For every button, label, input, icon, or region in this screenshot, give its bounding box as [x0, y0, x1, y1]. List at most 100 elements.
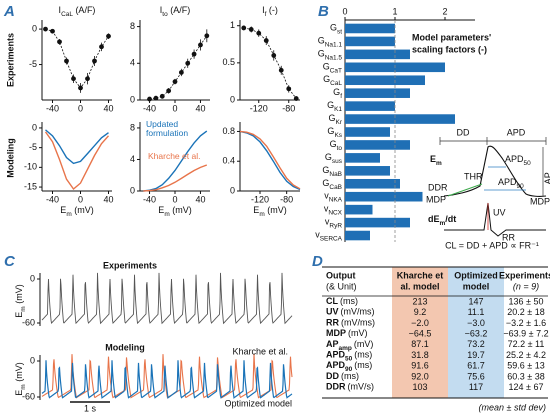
table-cell: 25.2 ± 4.2	[506, 350, 546, 360]
data-point	[204, 33, 210, 39]
data-point	[57, 39, 62, 45]
bar	[345, 88, 410, 98]
text-part: v	[324, 191, 329, 201]
y-tick-label: 0.4	[222, 156, 235, 166]
text-part: Na1.5	[325, 55, 343, 62]
text-part: AP	[543, 172, 550, 184]
text-part: amp	[339, 345, 352, 352]
x-axis-label: Em (mV)	[158, 205, 191, 218]
text-part: CaB	[329, 184, 342, 191]
text-part: G	[318, 36, 325, 46]
table-cell: 11.1	[468, 307, 485, 317]
x-tick-label: -80	[282, 103, 295, 113]
x-tick-label: 0	[342, 6, 347, 16]
category-label: GNaB	[322, 165, 342, 178]
text-part: dE	[428, 214, 440, 224]
series-label-box: Kharche et al.	[148, 152, 200, 161]
text-part: NCX	[328, 210, 342, 217]
text-part: RyR	[329, 223, 342, 230]
y-tick-label: 0	[130, 94, 135, 104]
text-part: (A/F)	[73, 5, 96, 15]
formula-label: CL = DD + APD ∝ FR⁻¹	[445, 240, 539, 250]
bar	[345, 114, 455, 124]
panel-label: C	[4, 253, 16, 270]
text-part: I	[160, 5, 163, 15]
text-part: m	[164, 211, 169, 218]
text-part: (mV)	[14, 362, 24, 384]
data-point	[92, 58, 97, 64]
text-part: v	[324, 204, 329, 214]
text-part: to	[337, 145, 343, 152]
data-point	[153, 95, 159, 101]
data-point	[278, 67, 284, 73]
chart-title: Ito (A/F)	[160, 5, 190, 18]
text-part: Ks	[334, 132, 342, 139]
x-tick-label: -40	[143, 103, 156, 113]
series-line	[239, 130, 301, 191]
x-tick-label: 40	[103, 103, 113, 113]
text-part: APD	[326, 361, 346, 371]
text-part: APD	[498, 177, 517, 187]
table-header: Output	[326, 270, 356, 280]
apd90-label: APD90	[498, 177, 524, 190]
mdp-label: MDP	[426, 194, 446, 204]
table-cell: 60.3 ± 38	[507, 371, 544, 381]
row-unit: (mV)	[348, 328, 368, 338]
text-part: (mV)	[14, 284, 24, 306]
text-part: Na1.1	[325, 42, 343, 49]
row-unit: (mV/ms)	[341, 318, 375, 328]
table-cell: 20.2 ± 18	[507, 307, 544, 317]
y-tick-label: 4	[130, 58, 135, 68]
category-label: GKs	[327, 126, 342, 139]
text-part: E	[14, 390, 24, 396]
y-tick-label: 0	[30, 273, 35, 283]
table-header: Kharche et	[397, 270, 444, 280]
bar	[345, 191, 423, 202]
series-label-box: Updated formulation	[146, 120, 188, 138]
data-point	[248, 27, 254, 32]
data-point	[185, 60, 191, 66]
x-tick-label: 40	[195, 103, 205, 113]
text-part: G	[322, 165, 329, 175]
text-part: G	[323, 75, 330, 85]
text-part: m	[440, 220, 446, 227]
row-name: APamp (mV)	[326, 339, 373, 352]
trace-title: Modeling	[105, 342, 145, 352]
data-point	[147, 96, 152, 102]
bar	[345, 23, 395, 34]
y-tick-label: 1	[230, 20, 235, 30]
text-part: f	[340, 93, 342, 100]
table-cell: −3.0	[467, 318, 485, 328]
text-part: G	[318, 49, 325, 59]
bar	[345, 178, 400, 189]
rr-label: RR	[502, 232, 515, 242]
category-label: vRyR	[325, 217, 342, 230]
panel-label: D	[312, 253, 323, 270]
text-part: I	[262, 5, 265, 15]
text-part: E	[253, 205, 259, 215]
x-tick-label: 0	[78, 103, 83, 113]
table-header: Experiments	[499, 270, 550, 280]
y-tick-label: 0	[30, 355, 35, 365]
row-name: MDP (mV)	[326, 328, 368, 338]
row-label: APD50	[326, 350, 353, 363]
row-unit: (ms)	[354, 350, 372, 360]
category-label: Gto	[330, 139, 343, 152]
x-tick-label: 40	[103, 194, 113, 204]
text-part: 50	[345, 356, 353, 363]
table-cell: 75.6	[467, 371, 485, 381]
text-part: E	[14, 312, 24, 318]
row-name: DDR (mV/s)	[326, 382, 374, 392]
chart-title: Model parameters'	[412, 32, 491, 42]
row-name: DD (ms)	[326, 371, 359, 381]
data-point	[286, 86, 292, 92]
category-label: vSERCA	[315, 230, 342, 243]
table-cell: −3.2 ± 1.6	[506, 318, 546, 328]
category-label: Gsus	[325, 152, 342, 165]
text-part: Kr	[336, 119, 343, 126]
table-cell: 91.6	[411, 361, 429, 371]
bar	[345, 217, 410, 228]
x-axis-label: Em (mV)	[253, 205, 286, 218]
apd-label: APD	[507, 127, 526, 137]
data-point	[178, 70, 184, 75]
